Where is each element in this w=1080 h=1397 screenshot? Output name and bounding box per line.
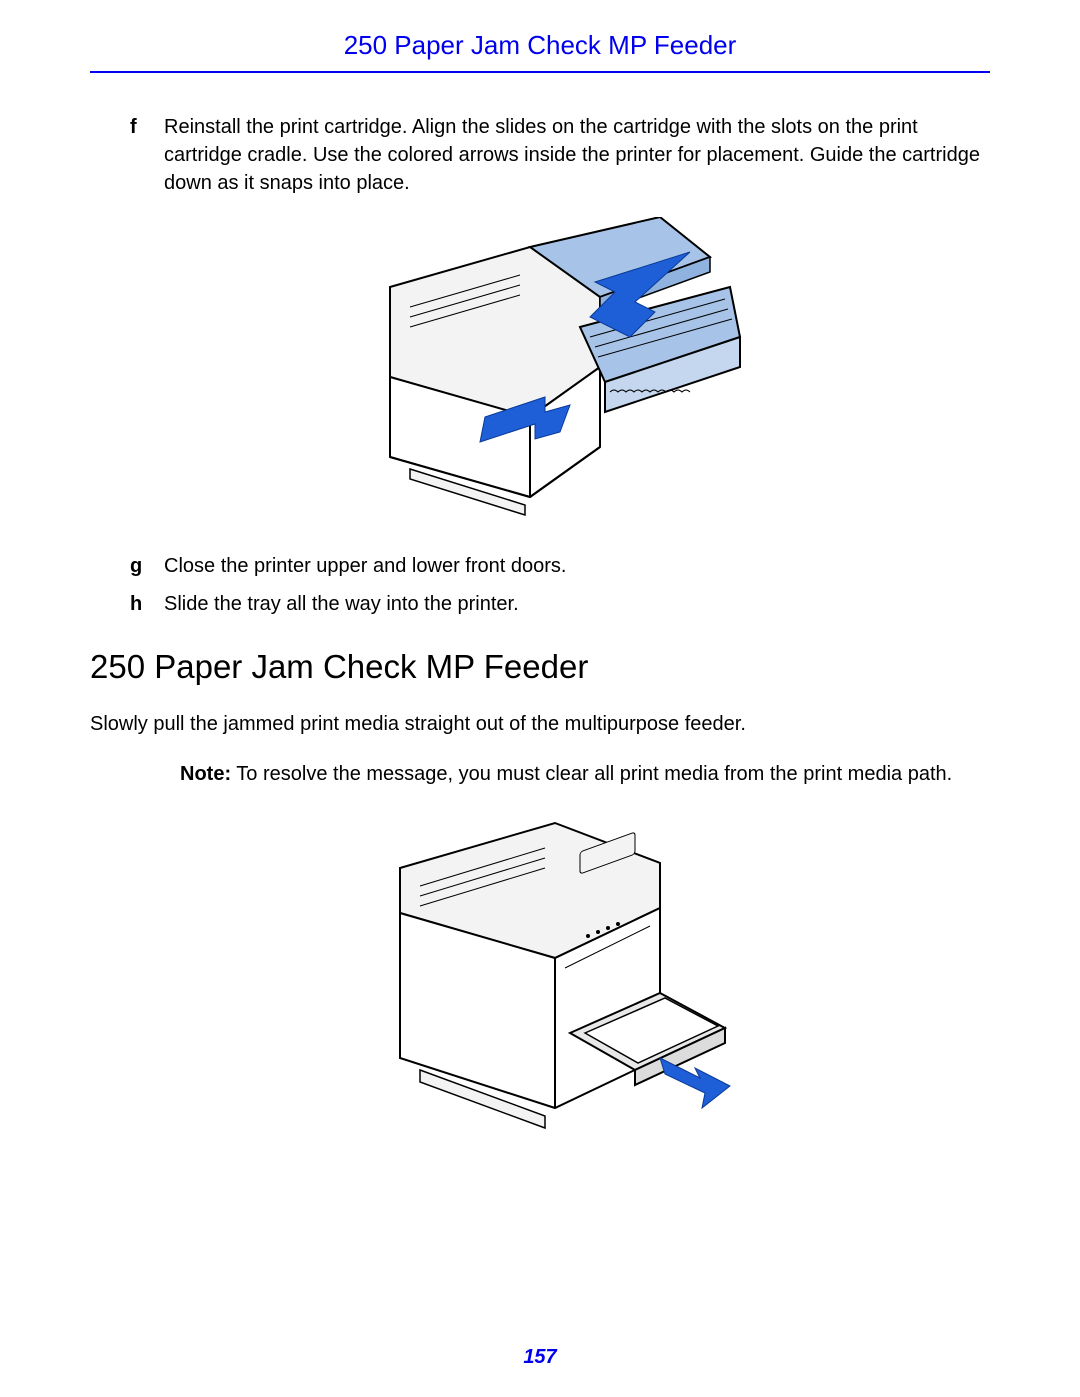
step-list-after-fig1: g Close the printer upper and lower fron… [130,552,990,618]
step-letter: h [130,590,164,618]
note-line: Note: To resolve the message, you must c… [180,760,990,788]
printer-body [390,247,600,515]
header-rule [90,71,990,73]
arrow-pull-paper-icon [660,1058,730,1108]
page-number: 157 [0,1346,1080,1369]
manual-page: 250 Paper Jam Check MP Feeder f Reinstal… [0,0,1080,1397]
step-item: f Reinstall the print cartridge. Align t… [130,113,990,197]
step-text: Slide the tray all the way into the prin… [164,590,990,618]
step-letter: f [130,113,164,197]
step-item: h Slide the tray all the way into the pr… [130,590,990,618]
section-intro: Slowly pull the jammed print media strai… [90,710,990,738]
printer-mpfeeder-illustration [330,808,750,1148]
note-label: Note: [180,763,231,785]
printer-cartridge-illustration [330,217,750,517]
figure-cartridge-install [90,217,990,522]
step-text: Close the printer upper and lower front … [164,552,990,580]
section-heading: 250 Paper Jam Check MP Feeder [90,648,990,686]
step-list-top: f Reinstall the print cartridge. Align t… [130,113,990,197]
step-item: g Close the printer upper and lower fron… [130,552,990,580]
step-text: Reinstall the print cartridge. Align the… [164,113,990,197]
page-header-title: 250 Paper Jam Check MP Feeder [90,30,990,61]
figure-mp-feeder [90,808,990,1153]
step-letter: g [130,552,164,580]
note-text: To resolve the message, you must clear a… [231,763,952,785]
printer-body [400,823,660,1128]
